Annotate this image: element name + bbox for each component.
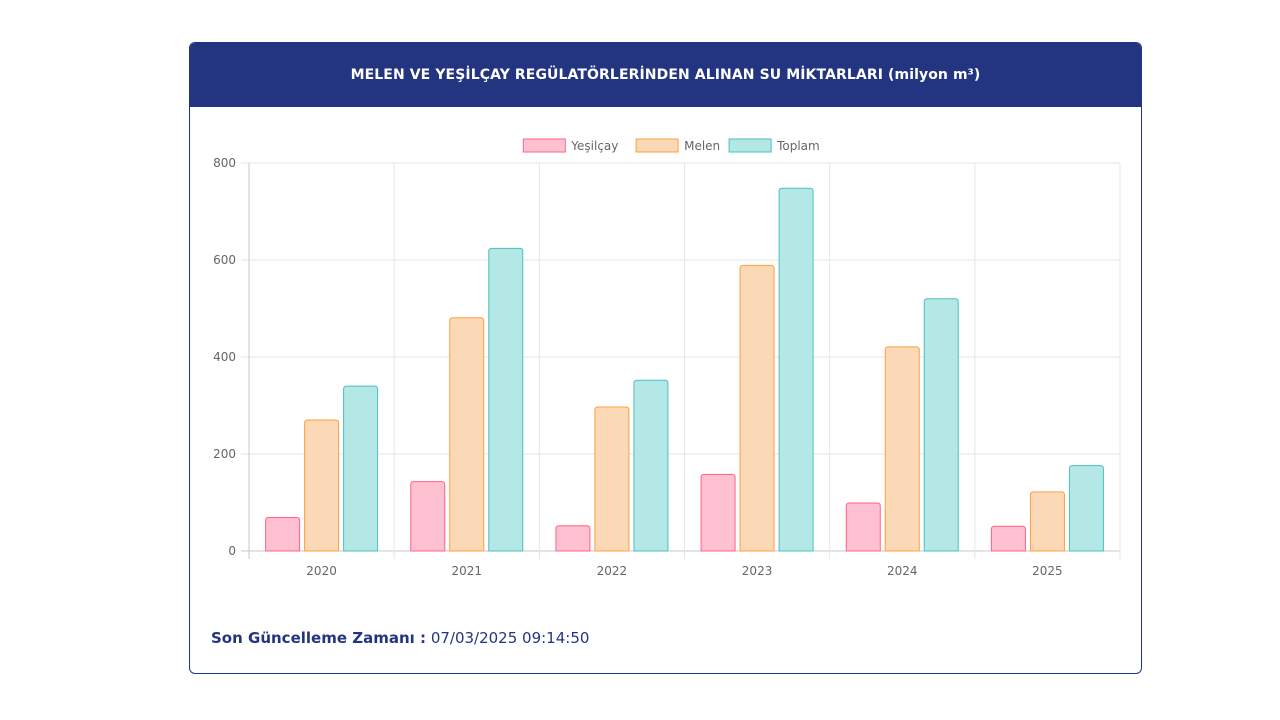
- bar-toplam-2020: [343, 385, 379, 552]
- bar-yeşilçay-2020: [265, 517, 301, 552]
- bar-melen-2023: [739, 264, 775, 552]
- bar-yeşilçay-2021: [410, 481, 446, 552]
- legend-label: Toplam: [776, 139, 820, 153]
- bar-melen-2025: [1029, 491, 1065, 552]
- y-tick-label: 200: [213, 447, 236, 461]
- legend-swatch: [522, 138, 566, 153]
- bar-yeşilçay-2023: [700, 473, 736, 552]
- grid-lines: [241, 162, 1121, 559]
- x-tick-label: 2024: [887, 564, 918, 578]
- x-tick-label: 2021: [451, 564, 482, 578]
- legend-swatch: [728, 138, 772, 153]
- last-update-value: 07/03/2025 09:14:50: [430, 629, 590, 647]
- x-tick-label: 2022: [597, 564, 628, 578]
- legend-label: Yeşilçay: [570, 139, 618, 153]
- bar-melen-2024: [884, 346, 920, 552]
- bar-yeşilçay-2025: [990, 525, 1026, 552]
- legend-item-toplam[interactable]: Toplam: [728, 138, 820, 153]
- y-tick-label: 400: [213, 350, 236, 364]
- bar-yeşilçay-2022: [555, 525, 591, 552]
- bar-melen-2020: [304, 419, 340, 552]
- bar-toplam-2021: [488, 247, 524, 552]
- bar-toplam-2024: [923, 298, 959, 552]
- legend[interactable]: Yeşilçay Melen Toplam: [522, 138, 820, 153]
- chart-card: MELEN VE YEŞİLÇAY REGÜLATÖRLERİNDEN ALIN…: [189, 42, 1142, 674]
- x-tick-label: 2023: [742, 564, 773, 578]
- bar-toplam-2025: [1068, 465, 1104, 552]
- x-tick-label: 2020: [306, 564, 337, 578]
- bar-melen-2021: [449, 317, 485, 552]
- y-tick-label: 800: [213, 156, 236, 170]
- bar-toplam-2022: [633, 379, 669, 552]
- y-tick-label: 600: [213, 253, 236, 267]
- chart-title: MELEN VE YEŞİLÇAY REGÜLATÖRLERİNDEN ALIN…: [190, 43, 1141, 107]
- bar-yeşilçay-2024: [845, 502, 881, 552]
- last-update-label: Son Güncelleme Zamanı :: [211, 629, 427, 647]
- last-update: Son Güncelleme Zamanı : 07/03/2025 09:14…: [211, 629, 589, 647]
- legend-item-melen[interactable]: Melen: [635, 138, 720, 153]
- legend-item-yeşilçay[interactable]: Yeşilçay: [522, 138, 618, 153]
- legend-label: Melen: [684, 139, 720, 153]
- bar-toplam-2023: [778, 187, 814, 552]
- bars: [265, 187, 1104, 552]
- axes: 0 200 400 600 800 2020 2021 2022 2023 2024 2025: [213, 156, 1063, 578]
- x-tick-label: 2025: [1032, 564, 1063, 578]
- y-tick-label: 0: [228, 544, 236, 558]
- bar-melen-2022: [594, 406, 630, 552]
- bar-chart: 0 200 400 600 800 2020 2021 2022 2023 2024 2025 Ye…: [213, 138, 1121, 578]
- legend-swatch: [635, 138, 679, 153]
